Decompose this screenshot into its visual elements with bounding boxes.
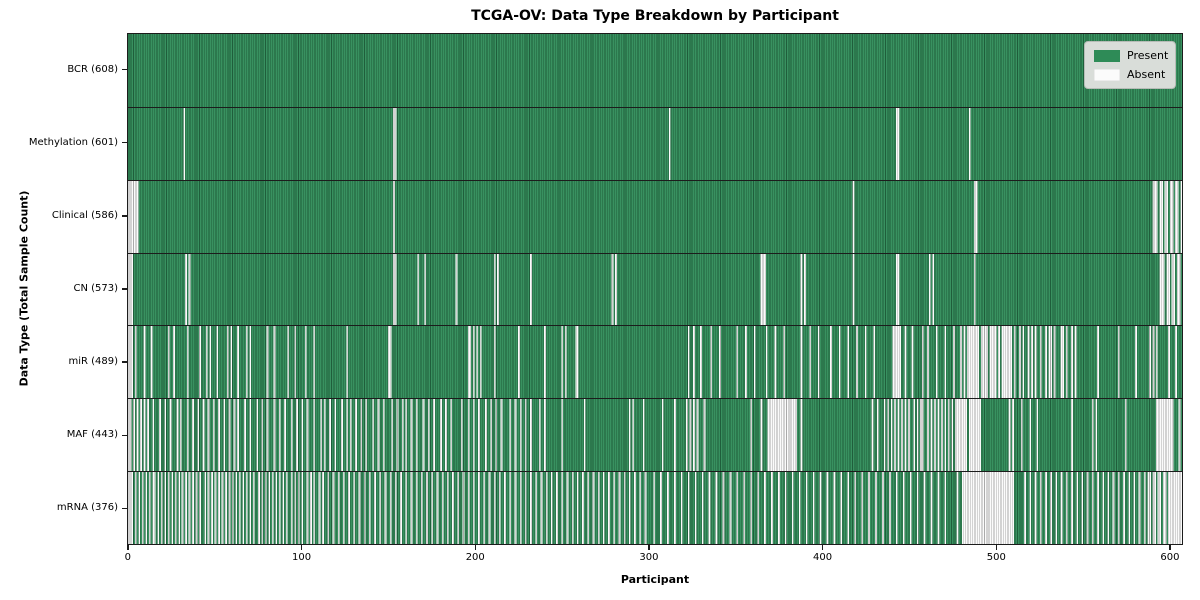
x-tick-mark <box>300 545 303 550</box>
y-tick-label-methylation: Methylation (601) <box>28 136 118 148</box>
heatmap-row-methylation <box>128 106 1182 180</box>
y-tick-mark <box>122 507 127 510</box>
y-tick-mark <box>122 142 127 144</box>
y-tick-mark <box>122 288 127 290</box>
x-axis-label: Participant <box>620 573 690 586</box>
heatmap-row-bcr <box>128 34 1182 107</box>
x-tick-label-200: 200 <box>465 552 485 563</box>
legend-label-absent: Absent <box>1127 68 1166 81</box>
x-tick-mark <box>127 545 129 550</box>
y-tick-label-mir: miR (489) <box>68 356 118 368</box>
legend-swatch-present-icon <box>1094 49 1120 62</box>
x-tick-mark <box>821 545 824 550</box>
heatmap-row-clinical <box>128 179 1182 253</box>
x-tick-mark <box>648 545 650 550</box>
x-tick-label-100: 100 <box>292 552 312 563</box>
x-tick-label-600: 600 <box>1160 552 1180 563</box>
x-tick-mark <box>995 545 997 550</box>
legend-item-absent: Absent <box>1094 68 1166 81</box>
legend-swatch-absent-icon <box>1094 68 1120 81</box>
legend: Present Absent <box>1084 41 1176 89</box>
legend-item-present: Present <box>1094 49 1169 62</box>
heatmap-row-cn <box>128 252 1182 326</box>
x-tick-mark <box>474 545 476 550</box>
y-tick-mark <box>122 361 127 363</box>
x-tick-label-500: 500 <box>986 552 1006 563</box>
x-tick-mark <box>1169 545 1171 550</box>
x-tick-label-0: 0 <box>124 552 132 563</box>
y-tick-label-cn: CN (573) <box>73 283 118 294</box>
heatmap-row-mir <box>128 325 1182 399</box>
heatmap-plot <box>127 33 1183 545</box>
y-tick-mark <box>122 215 127 217</box>
x-tick-label-300: 300 <box>639 552 659 563</box>
y-tick-label-bcr: BCR (608) <box>67 63 118 75</box>
y-tick-label-maf: MAF (443) <box>66 429 118 441</box>
y-tick-label-clinical: Clinical (586) <box>51 209 118 221</box>
y-tick-mark <box>122 434 127 436</box>
legend-label-present: Present <box>1127 49 1169 62</box>
chart-title: TCGA-OV: Data Type Breakdown by Particip… <box>471 8 839 24</box>
heatmap-row-maf <box>128 398 1182 472</box>
y-tick-mark <box>122 68 127 71</box>
x-tick-label-400: 400 <box>813 552 833 563</box>
heatmap-row-mrna <box>128 471 1182 544</box>
y-tick-label-mrna: mRNA (376) <box>56 502 118 514</box>
